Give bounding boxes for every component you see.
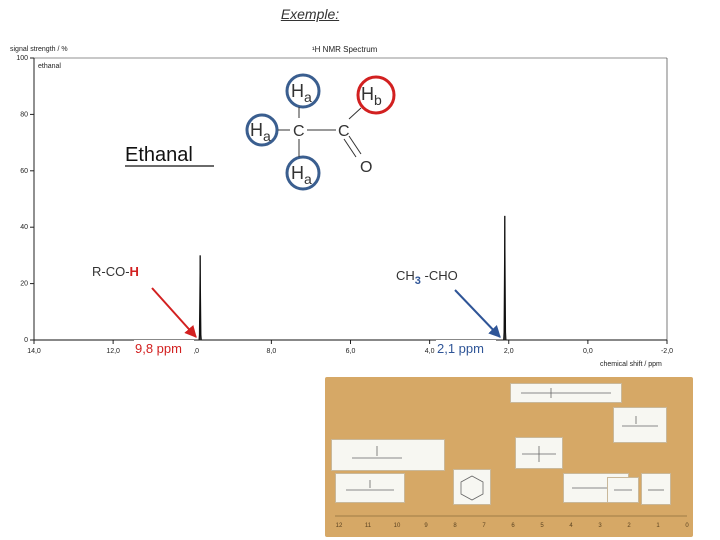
atom-c1: C (293, 123, 305, 140)
shift-table-scale-label: 2 (627, 523, 631, 529)
shift-table-scale-label: 4 (569, 523, 573, 529)
atom-o: O (360, 159, 372, 176)
atom-ha-left: Ha (250, 120, 271, 144)
atom-ha-top: Ha (291, 81, 312, 105)
legend-label: ethanal (38, 63, 61, 70)
shift-table-scale-label: 0 (685, 523, 689, 529)
x-tick-label: -2,0 (661, 348, 673, 355)
x-tick-label: 8,0 (267, 348, 277, 355)
shift-table-scale-label: 12 (336, 523, 343, 529)
x-axis-label: chemical shift / ppm (600, 361, 662, 368)
y-tick-label: 20 (20, 281, 28, 288)
shift-table-scale-label: 3 (598, 523, 602, 529)
bond-c2-hb (348, 107, 362, 120)
shift-table-card (453, 469, 491, 505)
shift-table-scale-label: 5 (540, 523, 544, 529)
shift-table-scale: 12 11 10 9 8 7 6 5 4 3 2 1 0 (335, 515, 689, 529)
x-tick-label: 0,0 (583, 348, 593, 355)
methyl-shift-bg (436, 340, 496, 356)
bond-c2-o-1 (343, 138, 357, 158)
x-tick-label: 14,0 (27, 348, 41, 355)
shift-table-scale-label: 6 (511, 523, 515, 529)
chart-title: ¹H NMR Spectrum (312, 45, 378, 54)
ha-left-ring (245, 113, 279, 147)
shift-table-scale-label: 10 (394, 523, 401, 529)
methyl-group-label: CH3 -CHO (396, 268, 458, 287)
shift-table-scale-label: 9 (424, 523, 428, 529)
y-tick-label: 80 (20, 111, 28, 118)
shift-table-card (331, 439, 445, 471)
y-tick-label: 0 (24, 337, 28, 344)
x-tick-label: 12,0 (106, 348, 120, 355)
methyl-arrow (454, 289, 501, 338)
aldehyde-shift-label: 9,8 ppm (135, 341, 182, 356)
aldehyde-shift-bg (134, 340, 194, 356)
ethanal-structure: Ethanal Ha Hb Ha Ha C C O (125, 73, 396, 191)
y-tick-label: 100 (16, 55, 28, 62)
shift-table-scale-label: 1 (656, 523, 660, 529)
atom-hb: Hb (361, 84, 382, 108)
shift-table-scale-label: 7 (482, 523, 486, 529)
shift-table-card (510, 383, 622, 403)
methyl-shift-label: 2,1 ppm (437, 341, 484, 356)
shift-table-scale-label: 11 (365, 523, 372, 529)
atom-c2: C (338, 123, 350, 140)
shift-table-card (515, 437, 563, 469)
ha-bottom-ring (285, 155, 321, 191)
x-tick-label: 2,0 (504, 348, 514, 355)
aldehyde-arrow (151, 287, 197, 338)
y-axis-label: signal strength / % (10, 46, 68, 53)
y-tick-label: 40 (20, 224, 28, 231)
aldehyde-group-label: R-CO-H (92, 264, 139, 279)
shift-table-card (335, 473, 405, 503)
shift-table-scale-label: 8 (453, 523, 457, 529)
molecule-name: Ethanal (125, 144, 193, 166)
shift-table-card (641, 473, 671, 505)
ha-top-ring (285, 73, 321, 109)
x-tick-label: 6,0 (346, 348, 356, 355)
atom-ha-bottom: Ha (291, 163, 312, 187)
shift-table-card (613, 407, 667, 443)
x-tick-label: 4,0 (425, 348, 435, 355)
bond-c2-o-2 (348, 135, 362, 155)
hb-ring (356, 75, 396, 115)
shift-table-card (607, 477, 639, 503)
slide-title: Exemple: (280, 6, 340, 22)
shift-table-panel: 12 11 10 9 8 7 6 5 4 3 2 1 0 (325, 377, 693, 537)
y-tick-label: 60 (20, 168, 28, 175)
